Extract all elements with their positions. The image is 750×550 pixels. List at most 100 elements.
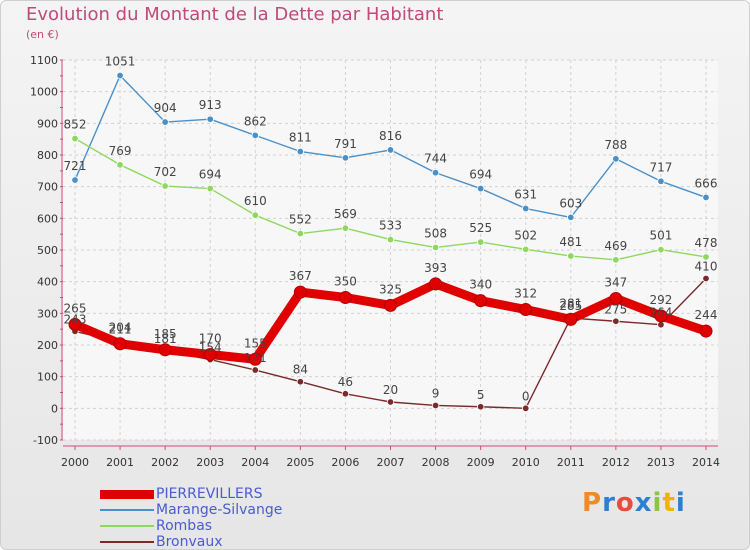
data-point xyxy=(431,169,440,177)
chart-unit: (en €) xyxy=(26,28,59,41)
x-tick-label: 2012 xyxy=(602,456,630,469)
data-label: 569 xyxy=(334,207,357,221)
data-point xyxy=(206,184,214,193)
data-label: 204 xyxy=(109,321,132,335)
logo-letter: o xyxy=(615,488,635,518)
data-point xyxy=(564,312,578,326)
y-tick-label: 200 xyxy=(37,339,58,352)
data-point xyxy=(341,224,350,232)
data-label: 694 xyxy=(199,168,222,182)
data-point xyxy=(113,337,127,351)
x-tick-label: 2014 xyxy=(692,456,720,469)
y-tick-label: 400 xyxy=(37,276,58,289)
y-tick-label: 900 xyxy=(37,117,58,130)
data-label: 46 xyxy=(338,375,353,389)
data-label: 788 xyxy=(604,138,627,152)
data-point xyxy=(71,176,79,184)
legend-swatch xyxy=(100,541,154,543)
data-point xyxy=(699,324,713,338)
data-label: 312 xyxy=(514,287,537,301)
data-label: 603 xyxy=(559,196,582,210)
x-tick-label: 2009 xyxy=(467,456,495,469)
x-tick-label: 2008 xyxy=(422,456,450,469)
logo-letter: P xyxy=(582,488,603,518)
y-tick-label: 100 xyxy=(37,371,58,384)
legend-item: PIERREVILLERS xyxy=(100,486,282,502)
data-label: 393 xyxy=(424,261,447,275)
logo-letter: i xyxy=(675,488,686,518)
data-label: 913 xyxy=(199,98,222,112)
data-label: 154 xyxy=(199,341,222,355)
data-label: 281 xyxy=(559,296,582,310)
legend-item: Bronvaux xyxy=(100,534,282,550)
y-tick-label: 700 xyxy=(37,181,58,194)
data-point xyxy=(567,213,575,222)
y-tick-label: -100 xyxy=(33,434,58,447)
data-label: 244 xyxy=(695,308,718,322)
data-point xyxy=(657,321,665,329)
data-label: 121 xyxy=(244,351,267,365)
proxiti-logo: Proxiti xyxy=(582,488,686,518)
data-label: 481 xyxy=(559,235,582,249)
data-label: 744 xyxy=(424,152,447,166)
data-point xyxy=(251,211,259,219)
data-label: 9 xyxy=(432,386,440,400)
legend-item: Rombas xyxy=(100,518,282,534)
x-tick-label: 2002 xyxy=(151,456,179,469)
y-tick-label: 300 xyxy=(37,307,58,320)
data-point xyxy=(522,245,530,254)
data-label: 791 xyxy=(334,137,357,151)
data-point xyxy=(386,398,395,406)
data-label: 292 xyxy=(649,293,672,307)
data-label: 502 xyxy=(514,228,537,242)
data-label: 211 xyxy=(109,323,132,337)
y-tick-label: 1000 xyxy=(30,86,58,99)
data-label: 610 xyxy=(244,194,267,208)
data-label: 325 xyxy=(379,282,402,296)
data-label: 862 xyxy=(244,114,267,128)
legend-label: Rombas xyxy=(156,518,213,534)
data-label: 265 xyxy=(64,301,87,315)
data-point xyxy=(248,352,262,366)
data-label: 350 xyxy=(334,275,357,289)
data-point xyxy=(386,235,395,244)
data-point xyxy=(702,274,710,283)
data-label: 721 xyxy=(64,159,87,173)
data-label: 264 xyxy=(649,306,672,320)
data-point xyxy=(476,403,485,411)
legend-label: Bronvaux xyxy=(156,534,223,550)
data-point xyxy=(341,154,350,162)
data-label: 501 xyxy=(649,229,672,243)
data-label: 525 xyxy=(469,221,492,235)
data-point xyxy=(116,161,124,169)
data-label: 478 xyxy=(695,236,718,250)
data-point xyxy=(71,134,79,143)
data-label: 170 xyxy=(199,332,222,346)
data-point xyxy=(296,378,305,386)
y-tick-label: 600 xyxy=(37,212,58,225)
logo-letter: t xyxy=(662,488,676,518)
data-label: 5 xyxy=(477,388,485,402)
y-tick-label: 1100 xyxy=(30,54,58,67)
data-label: 84 xyxy=(293,363,308,377)
x-tick-label: 2004 xyxy=(241,456,269,469)
x-tick-label: 2007 xyxy=(377,456,405,469)
data-point xyxy=(609,291,623,305)
data-point xyxy=(519,303,533,317)
legend-label: Marange-Silvange xyxy=(156,502,283,518)
data-point xyxy=(251,366,259,374)
data-point xyxy=(386,146,395,154)
data-label: 1051 xyxy=(105,55,136,69)
data-label: 552 xyxy=(289,213,312,227)
y-tick-label: 800 xyxy=(37,149,58,162)
data-label: 769 xyxy=(109,144,132,158)
data-label: 367 xyxy=(289,269,312,283)
legend-swatch xyxy=(100,525,154,527)
data-point xyxy=(296,147,305,156)
data-label: 0 xyxy=(522,389,530,403)
data-label: 185 xyxy=(154,327,177,341)
data-point xyxy=(429,277,443,291)
data-label: 275 xyxy=(604,302,627,316)
data-label: 340 xyxy=(469,278,492,292)
